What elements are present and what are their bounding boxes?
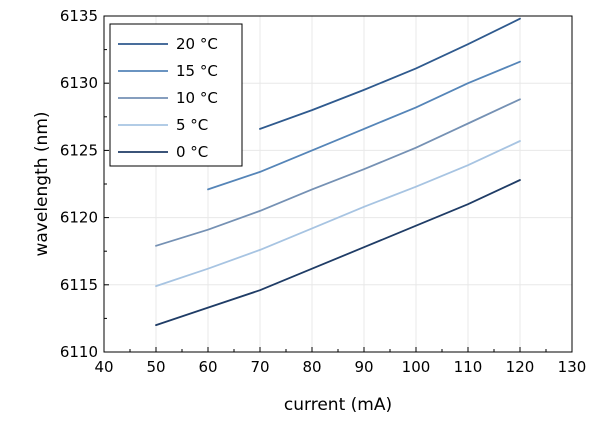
legend-label: 0 °C: [176, 143, 208, 161]
x-tick-label: 90: [354, 358, 373, 376]
series-line: [207, 60, 521, 191]
legend-label: 5 °C: [176, 116, 208, 134]
x-tick-label: 100: [402, 358, 431, 376]
series-layer: [155, 17, 521, 327]
x-tick-label: 70: [250, 358, 269, 376]
x-tick-label: 50: [146, 358, 165, 376]
legend-label: 20 °C: [176, 35, 218, 53]
x-tick-label: 110: [454, 358, 483, 376]
x-tick-label: 40: [94, 358, 113, 376]
series-line: [155, 98, 521, 247]
legend: 20 °C 15 °C 10 °C 5 °C 0 °C: [109, 23, 243, 167]
y-axis-label: wavelength (nm): [32, 111, 52, 256]
x-axis-label: current (mA): [284, 395, 392, 415]
y-tick-label: 6110: [60, 343, 98, 361]
y-tick-label: 6135: [60, 7, 98, 25]
legend-label: 10 °C: [176, 89, 218, 107]
x-tick-label: 60: [198, 358, 217, 376]
x-tick-label: 130: [558, 358, 587, 376]
y-tick-label: 6125: [60, 141, 98, 159]
x-tick-label: 80: [302, 358, 321, 376]
axis-ticks: 40 50 60 70 80 90 100 110 120 130 6110 6115 6120 6125…: [60, 7, 587, 376]
y-tick-label: 6115: [60, 276, 98, 294]
series-line: [155, 179, 521, 327]
series-line: [155, 140, 521, 288]
x-tick-label: 120: [506, 358, 535, 376]
y-tick-label: 6130: [60, 74, 98, 92]
y-tick-label: 6120: [60, 209, 98, 227]
legend-label: 15 °C: [176, 62, 218, 80]
series-line: [259, 17, 521, 130]
legend-box: [109, 23, 243, 167]
